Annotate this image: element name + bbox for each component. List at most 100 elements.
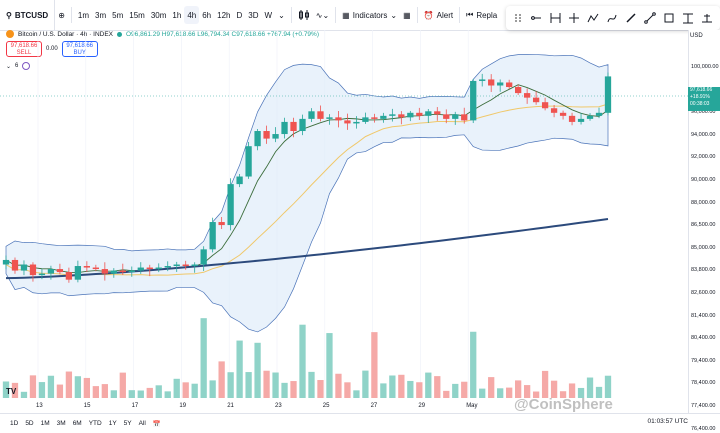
time-tick-label: 13 [36,403,43,409]
sell-price: 97,618.66 [10,43,38,49]
interval-15m[interactable]: 15m [129,10,145,20]
interval-dropdown-button[interactable]: ⌄ [275,0,288,30]
candle-body [371,117,378,119]
brush-icon[interactable] [606,12,618,24]
candle-body [20,264,28,271]
volume-bar [119,372,126,398]
replay-button[interactable]: ⏮ Repla [463,0,500,30]
interval-6h[interactable]: 6h [202,10,212,20]
price-tick-label: 92,000.00 [691,154,716,161]
range-5d[interactable]: 5D [25,420,34,427]
divider [70,7,72,23]
layout-button[interactable]: ▦ [400,0,414,30]
symbol-search[interactable]: ⚲ BTCUSD [0,0,56,30]
interval-w[interactable]: W [264,10,273,20]
range-1d[interactable]: 1D [10,420,19,427]
candle-body [407,112,414,118]
measure-icon[interactable] [701,12,713,24]
range-1y[interactable]: 1Y [108,420,117,427]
horizontal-ray-icon[interactable] [530,12,542,24]
sell-button[interactable]: 97,618.66 SELL [6,41,42,57]
drag-handle-icon[interactable] [513,13,523,23]
candle-body [146,267,153,270]
price-chart[interactable] [0,0,688,398]
candle-body [425,111,432,116]
price-tick-label: 86,500.00 [691,222,716,229]
interval-5m[interactable]: 5m [112,10,124,20]
interval-1h[interactable]: 1h [172,10,182,20]
interval-1m[interactable]: 1m [77,10,90,20]
utc-clock[interactable]: 01:03:57 UTC [647,418,688,425]
volume-bar [461,381,468,398]
volume-bar [299,324,306,398]
range-3m[interactable]: 3M [56,420,66,427]
volume-bar [47,375,55,398]
interval-4h[interactable]: 4h [184,6,200,24]
candle-body [65,272,73,280]
indicators-button[interactable]: ▦ Indicators ⌄ [339,0,400,30]
volume-bar [74,376,82,398]
market-open-dot [117,31,122,37]
last-price-value: 97,618.66 [690,87,713,93]
compare-button[interactable]: ⊕ [55,0,68,30]
vertical-line-icon[interactable] [568,12,580,24]
bar-countdown: 00:38:03 [690,101,710,107]
volume-bar [56,384,64,398]
range-1m[interactable]: 1M [40,420,50,427]
divider [459,7,461,23]
range-all[interactable]: All [138,420,146,427]
legend-ohlc: O96,861.29 H97,618.66 L96,794.34 C97,618… [126,30,319,38]
path-icon[interactable] [587,12,599,24]
candle-body [515,87,522,94]
line-chart-type-button[interactable]: ∿⌄ [313,0,332,30]
price-tick-label: 76,400.00 [691,425,716,432]
candle-body [604,76,612,113]
rectangle-icon[interactable] [663,12,675,24]
legend-title[interactable]: Bitcoin / U.S. Dollar · 4h · INDEX [18,30,113,38]
candle-body [335,117,342,121]
range-ytd[interactable]: YTD [88,420,102,427]
candle-body [218,222,225,226]
candle-body [290,121,297,132]
indicators-label: Indicators [352,10,388,20]
line-chart-icon: ∿⌄ [315,10,330,20]
range-5y[interactable]: 5Y [123,420,132,427]
chevron-down-icon: ⌄ [6,63,12,70]
candle-body [272,134,279,139]
candle-body [488,79,495,86]
replay-label: Repla [476,10,498,20]
buy-button[interactable]: 97,618.66 BUY [61,41,98,57]
volume-bar [173,378,180,398]
interval-tabs: 1m 3m 5m 15m 30m 1h 4h 6h 12h D 3D W [75,0,275,30]
price-tick-label: 88,000.00 [691,199,716,206]
volume-bar [541,370,549,398]
volume-bar [344,382,351,398]
candle-body [281,121,288,135]
volume-bar [470,331,477,398]
bar-style-button[interactable] [295,0,313,30]
cross-line-icon[interactable] [682,12,694,24]
trend-line-icon[interactable] [644,12,656,24]
volume-bar [263,370,270,398]
candle-body [263,131,270,139]
pencil-icon[interactable] [625,12,637,24]
interval-12h[interactable]: 12h [217,10,231,20]
date-range-icon[interactable]: 📅 [152,420,161,428]
chart-grid [37,30,469,398]
interval-30m[interactable]: 30m [150,10,167,20]
range-icon[interactable] [549,12,561,24]
interval-3d[interactable]: 3D [248,10,259,20]
alert-button[interactable]: ⏰ Alert [421,0,456,30]
time-axis[interactable]: 13 15 17 19 21 23 25 27 29 May [0,398,688,413]
volume-bar [407,380,414,398]
interval-d[interactable]: D [236,10,243,20]
candle-body [344,120,351,124]
candle-body [38,273,46,276]
currency-label[interactable]: USD [690,33,703,39]
tradingview-logo[interactable]: TV [6,387,17,396]
volume-bar [227,372,234,398]
interval-3m[interactable]: 3m [95,10,107,20]
range-6m[interactable]: 6M [72,420,82,427]
indicators-toggle[interactable]: ⌄ 6 [6,62,31,70]
candle-body [155,267,162,270]
